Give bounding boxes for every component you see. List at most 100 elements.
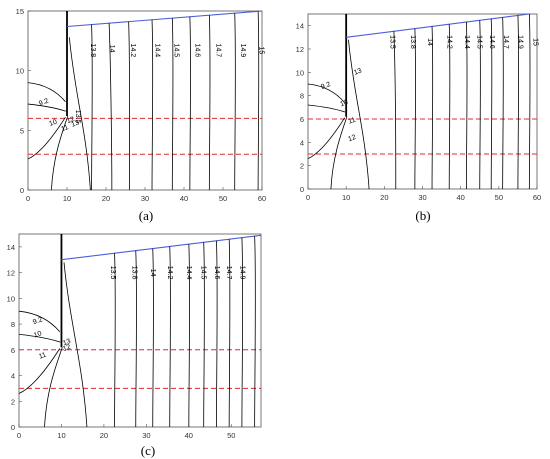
panel-1-contour-label: 13.5 <box>74 110 81 124</box>
panel-2-contour-label: 14.4 <box>463 35 470 49</box>
panel-3-contour-label: 13 <box>62 338 72 347</box>
panel-2-ytick-label: 10 <box>296 68 304 77</box>
panel-2-contour-label: 14.5 <box>475 35 482 49</box>
panel-1-contour-9.2 <box>27 82 66 102</box>
panel-3-contour-label: 13.8 <box>131 266 138 280</box>
panel-3-contour-14 <box>152 248 154 428</box>
panel-2-contour-12 <box>330 116 348 190</box>
panel-2-contour-label: 13 <box>353 67 363 76</box>
panel-1-xtick-label: 0 <box>26 194 30 203</box>
panel-1-contour-11 <box>27 116 66 160</box>
panel-3-contour-12 <box>44 347 63 428</box>
panel-3-contour-label: 14.2 <box>166 266 173 280</box>
panel-1-xtick-label: 40 <box>180 194 188 203</box>
panel-2-contour-14.5 <box>479 20 481 190</box>
panel-3-contour-14.9 <box>241 237 244 428</box>
panel-1-contour-12 <box>51 115 69 191</box>
panel-1-contour-label: 12 <box>66 116 76 125</box>
panel-3-ytick-label: 4 <box>11 372 15 381</box>
panel-2-contour-13.5 <box>393 31 397 190</box>
panel-3-contour-label: 14.5 <box>200 266 207 280</box>
panel-2-contour-label: 14.7 <box>502 35 509 49</box>
panel-1-contour-label: 14.2 <box>129 44 136 58</box>
panel-2-ytick-label: 14 <box>296 22 304 31</box>
panel-2-ytick-label: 4 <box>300 138 304 147</box>
panel-3-top-boundary <box>61 234 262 261</box>
panel-2-contour-14.4 <box>465 22 468 190</box>
panel-1-contour-label: 15 <box>258 46 265 54</box>
panel-3-contour-15 <box>254 236 256 428</box>
panel-2-contour-14.7 <box>502 17 504 190</box>
panel-2-xtick-label: 0 <box>306 193 310 202</box>
panel-3-ytick-label: 14 <box>7 243 15 252</box>
panel-2-ytick-label: 6 <box>300 115 304 124</box>
panel-2-contour-10 <box>307 104 346 113</box>
panel-3-contour-11 <box>18 348 61 394</box>
panel-1-contour-label: 14 <box>108 45 115 53</box>
panel-3-contour-label: 10 <box>33 330 43 339</box>
panel-3-xtick-label: 20 <box>100 431 108 440</box>
panel-3-contour-14.5 <box>203 242 205 428</box>
panel-1-contour-label: 13.8 <box>89 44 96 58</box>
panel-1-contour-10 <box>27 103 66 112</box>
panel-2-xtick-label: 50 <box>495 193 503 202</box>
panel-2-contour-label: 9.2 <box>320 81 332 91</box>
panel-label-b: (b) <box>415 208 430 223</box>
panel-1-contour-label: 14.7 <box>214 44 221 58</box>
panel-1-contour-14.5 <box>171 18 174 191</box>
panel-2-top-boundary <box>346 13 530 38</box>
panel-2-xtick-label: 60 <box>533 193 541 202</box>
panel-3-contour-10 <box>18 333 61 343</box>
panel-2-contour-label: 10 <box>339 99 349 108</box>
panel-2-contour-label: 15 <box>532 38 539 46</box>
panel-1-xtick-label: 20 <box>102 194 110 203</box>
panel-3-contour-14.6 <box>216 240 218 428</box>
panel-2-contour-label: 13.8 <box>409 35 416 49</box>
panel-1-contour-label: 14.6 <box>193 44 200 58</box>
panel-3-contour-13.8 <box>135 250 137 428</box>
panel-3-contour-14.2 <box>169 246 171 428</box>
panel-3-contour-label: 12 <box>62 344 72 353</box>
panel-3-ytick-label: 6 <box>11 346 15 355</box>
panel-3-xtick-label: 30 <box>142 431 150 440</box>
panel-3-xtick-label: 0 <box>17 431 21 440</box>
panel-1-contour-label: 14.5 <box>172 44 179 58</box>
panel-1-xtick-label: 60 <box>258 194 266 203</box>
panel-2-contour-9.2 <box>307 83 345 103</box>
panel-1-xtick-label: 30 <box>141 194 149 203</box>
panel-1-ytick-label: 15 <box>16 7 24 16</box>
panel-1-contour-label: 9.2 <box>38 98 50 108</box>
panel-3-plot-frame <box>18 233 262 428</box>
panel-2-contour-11 <box>307 117 345 160</box>
panel-3-contour-label: 14.4 <box>185 266 192 280</box>
panel-2-contour-14.6 <box>490 18 493 190</box>
panel-1-plot-frame <box>27 10 263 191</box>
panel-1-contour-14.2 <box>128 21 130 191</box>
panel-3-ytick-label: 2 <box>11 397 15 406</box>
panel-2-contour-label: 12 <box>347 134 357 143</box>
panel-3-contour-13 <box>63 262 88 428</box>
panel-1-contour-14 <box>108 23 113 191</box>
panel-2-xtick-label: 40 <box>456 193 464 202</box>
panel-3-ytick-label: 8 <box>11 320 15 329</box>
panel-1-contour-label: 13 <box>71 119 81 128</box>
panel-3-contour-label: 11 <box>38 352 47 361</box>
panel-2-contour-14.9 <box>517 15 519 190</box>
panel-1-contour-label: 14.4 <box>154 44 161 58</box>
panel-2-contour-14.2 <box>448 24 451 190</box>
panel-3-contour-label: 13.5 <box>109 266 116 280</box>
panel-2-xtick-label: 20 <box>380 193 388 202</box>
panel-label-a: (a) <box>139 208 153 223</box>
panel-1-contour-14.4 <box>151 19 154 191</box>
panel-label-c: (c) <box>141 443 155 458</box>
panel-2-contour-label: 14.6 <box>488 35 495 49</box>
panel-1-contour-label: 11 <box>60 124 69 133</box>
panel-3-contour-label: 9.2 <box>32 316 44 326</box>
panel-1-top-boundary <box>66 10 263 28</box>
panel-2-contour-14 <box>431 26 434 190</box>
panel-2-contour-13.8 <box>414 28 416 190</box>
panel-1-contour-15 <box>257 11 260 191</box>
panel-2-ytick-label: 12 <box>296 45 304 54</box>
panel-1-contour-14.6 <box>189 16 191 191</box>
